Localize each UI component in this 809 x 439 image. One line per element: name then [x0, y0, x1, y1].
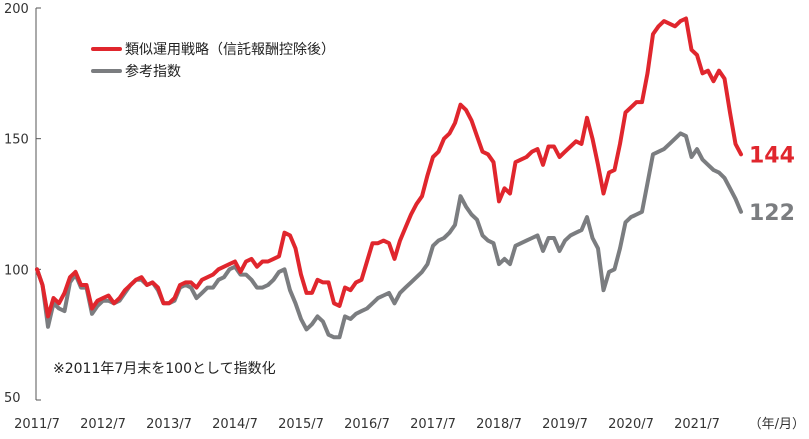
x-tick-label-2020-7: 2020/7 [608, 417, 654, 432]
x-tick-label-2019-7: 2019/7 [542, 417, 588, 432]
series-line-reference-index [35, 131, 743, 340]
y-axis-ticks: 50 100 150 200 [4, 2, 41, 406]
series-line-strategy [35, 16, 743, 319]
x-tick-label-2011-7: 2011/7 [14, 417, 60, 432]
x-tick-label-2015-7: 2015/7 [278, 417, 324, 432]
x-tick-label-2017-7: 2017/7 [410, 417, 456, 432]
y-tick-label-50: 50 [4, 391, 21, 406]
legend-label-strategy: 類似運用戦略（信託報酬控除後） [125, 42, 335, 58]
legend-label-reference-index: 参考指数 [125, 63, 181, 80]
x-tick-label-2012-7: 2012/7 [80, 417, 126, 432]
x-tick-label-2013-7: 2013/7 [146, 417, 192, 432]
chart-note: ※2011年7月末を100として指数化 [53, 361, 276, 377]
y-tick-label-150: 150 [4, 133, 29, 148]
x-tick-label-2021-7: 2021/7 [674, 417, 720, 432]
x-tick-label-2014-7: 2014/7 [212, 417, 258, 432]
x-axis-ticks: 2011/7 2012/7 2013/7 2014/7 2015/7 2016/7 2017… [14, 417, 720, 432]
end-value-label-strategy: 144 [749, 143, 795, 168]
y-tick-label-100: 100 [4, 263, 29, 278]
x-tick-label-2018-7: 2018/7 [476, 417, 522, 432]
series-layer [35, 16, 743, 340]
y-tick-label-200: 200 [4, 2, 29, 17]
x-tick-label-2016-7: 2016/7 [344, 417, 390, 432]
legend: 類似運用戦略（信託報酬控除後） 参考指数 [91, 42, 335, 80]
end-value-label-reference-index: 122 [749, 201, 795, 226]
x-axis-unit-label: （年/月） [749, 417, 805, 432]
